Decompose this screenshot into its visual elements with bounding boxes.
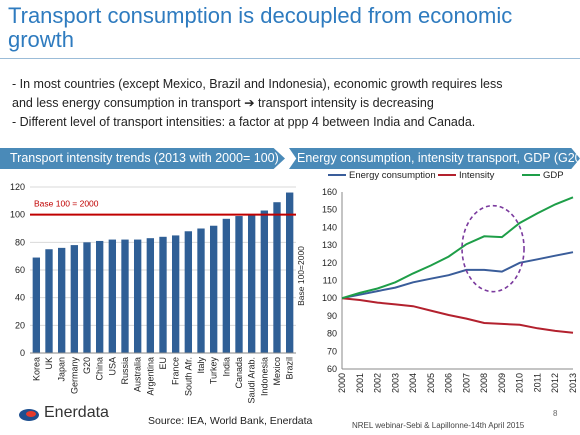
bar-mexico [273, 202, 281, 353]
x-tick-label: USA [107, 357, 117, 376]
bar-south-afr- [184, 231, 193, 353]
y-tick-label: 120 [10, 182, 25, 192]
x-tick-label: Indonesia [259, 357, 269, 396]
x-tick-label: Australia [133, 357, 143, 392]
y-tick-label: 20 [15, 320, 25, 330]
series-line-gdp [341, 196, 574, 300]
left-chart-banner: Transport intensity trends (2013 with 20… [0, 148, 285, 169]
bar-turkey [209, 225, 218, 353]
y-tick-label: 60 [327, 364, 337, 374]
x-tick-label: 2010 [515, 373, 525, 393]
slide-title: Transport consumption is decoupled from … [8, 3, 513, 52]
y-tick-label: 160 [322, 187, 337, 197]
series-line-intensity [341, 297, 574, 334]
right-chart-banner: Energy consumption, intensity transport,… [289, 148, 580, 169]
x-tick-label: Japan [57, 357, 67, 382]
x-tick-label: India [221, 357, 231, 377]
y-tick-label: 100 [10, 210, 25, 220]
source-note: Source: IEA, World Bank, Enerdata [148, 415, 313, 427]
title-divider [0, 58, 580, 59]
bar-korea [32, 257, 41, 353]
base-100-label: Base 100 = 2000 [34, 199, 99, 209]
footer-credit: NREL webinar-Sebi & Lapillonne-14th Apri… [352, 421, 525, 430]
transport-intensity-bar-chart: 0 20 40 60 80 100 120 Korea UK Japan Germany G20 Chi… [10, 182, 296, 404]
x-tick-label: 2005 [426, 373, 436, 393]
y-tick-label: 120 [322, 258, 337, 268]
bar-italy [197, 228, 205, 353]
legend-label: Intensity [459, 170, 495, 181]
x-tick-label: China [95, 357, 105, 381]
y-tick-label: 40 [15, 293, 25, 303]
x-tick-label: South Afr. [183, 357, 193, 396]
legend-label: GDP [543, 170, 564, 181]
x-tick-label: Korea [31, 357, 41, 381]
bar-indonesia [260, 210, 269, 353]
bullet-line-1: - In most countries (except Mexico, Braz… [12, 77, 503, 91]
logo-wordmark: Enerdata [44, 404, 109, 421]
x-tick-label: 2000 [337, 373, 347, 393]
x-tick-label: 2001 [355, 373, 365, 393]
x-tick-label: Turkey [209, 357, 219, 385]
enerdata-logo: Enerdata [14, 404, 124, 428]
x-tick-label: Italy [196, 357, 206, 374]
bar-france [171, 235, 180, 353]
bar-argentina [146, 238, 155, 353]
bar-usa [108, 239, 117, 353]
x-tick-label: Brazil [285, 357, 295, 380]
x-tick-label: Argentina [145, 357, 155, 396]
y-axis-label: Base 100=2000 [296, 246, 306, 306]
bar-saudi-arab- [247, 214, 256, 353]
y-tick-label: 90 [327, 311, 337, 321]
legend-label: Energy consumption [349, 170, 436, 181]
x-tick-label: 2012 [550, 373, 560, 393]
x-tick-label: 2007 [461, 373, 471, 393]
bar-uk [45, 249, 53, 353]
y-tick-label: 110 [323, 276, 337, 286]
x-tick-label: Mexico [272, 357, 282, 386]
x-tick-label: 2003 [390, 373, 400, 393]
enerdata-logo-icon [19, 409, 39, 421]
bullet-line-3: - Different level of transport intensiti… [12, 115, 476, 129]
x-tick-label: 2008 [479, 373, 489, 393]
x-tick-label: EU [158, 357, 168, 370]
x-tick-label: 2004 [408, 373, 418, 393]
y-tick-label: 60 [15, 265, 25, 275]
highlight-circle [461, 204, 525, 293]
bar-brazil [285, 192, 294, 353]
y-tick-label: 80 [327, 329, 337, 339]
y-tick-label: 0 [20, 348, 25, 358]
y-tick-label: 130 [322, 240, 337, 250]
y-tick-label: 150 [322, 205, 337, 215]
bar-eu [159, 236, 167, 353]
bullet-line-2: and less energy consumption in transport… [12, 96, 434, 110]
x-tick-label: Canada [234, 357, 244, 389]
bar-australia [133, 239, 142, 353]
energy-intensity-gdp-line-chart: 60 70 80 90 100 110 120 130 140 150 160 2000 2001 200… [296, 170, 578, 393]
bar-russia [121, 239, 129, 353]
x-tick-label: Germany [69, 357, 79, 395]
y-tick-label: 70 [327, 346, 337, 356]
bar-germany [70, 245, 79, 353]
bar-g20 [83, 242, 91, 353]
bar-japan [57, 247, 66, 353]
x-tick-label: UK [44, 357, 54, 370]
y-tick-label: 80 [15, 237, 25, 247]
y-tick-label: 140 [322, 222, 337, 232]
x-tick-label: 2002 [373, 373, 383, 393]
bar-india [222, 218, 231, 353]
x-tick-label: 2009 [497, 373, 507, 393]
x-tick-label: G20 [82, 357, 92, 374]
x-tick-label: 2006 [444, 373, 454, 393]
x-tick-label: Saudi Arab. [247, 357, 257, 404]
x-tick-label: France [171, 357, 181, 385]
page-number: 8 [553, 409, 558, 418]
bar-china [95, 240, 104, 353]
series-line-energy-consumption [341, 251, 574, 300]
x-tick-label: 2013 [568, 373, 578, 393]
y-tick-label: 100 [322, 293, 337, 303]
bar-canada [235, 216, 243, 353]
x-tick-label: Russia [120, 357, 130, 385]
x-tick-label: 2011 [532, 373, 542, 392]
bullet-list: - In most countries (except Mexico, Braz… [12, 75, 572, 132]
